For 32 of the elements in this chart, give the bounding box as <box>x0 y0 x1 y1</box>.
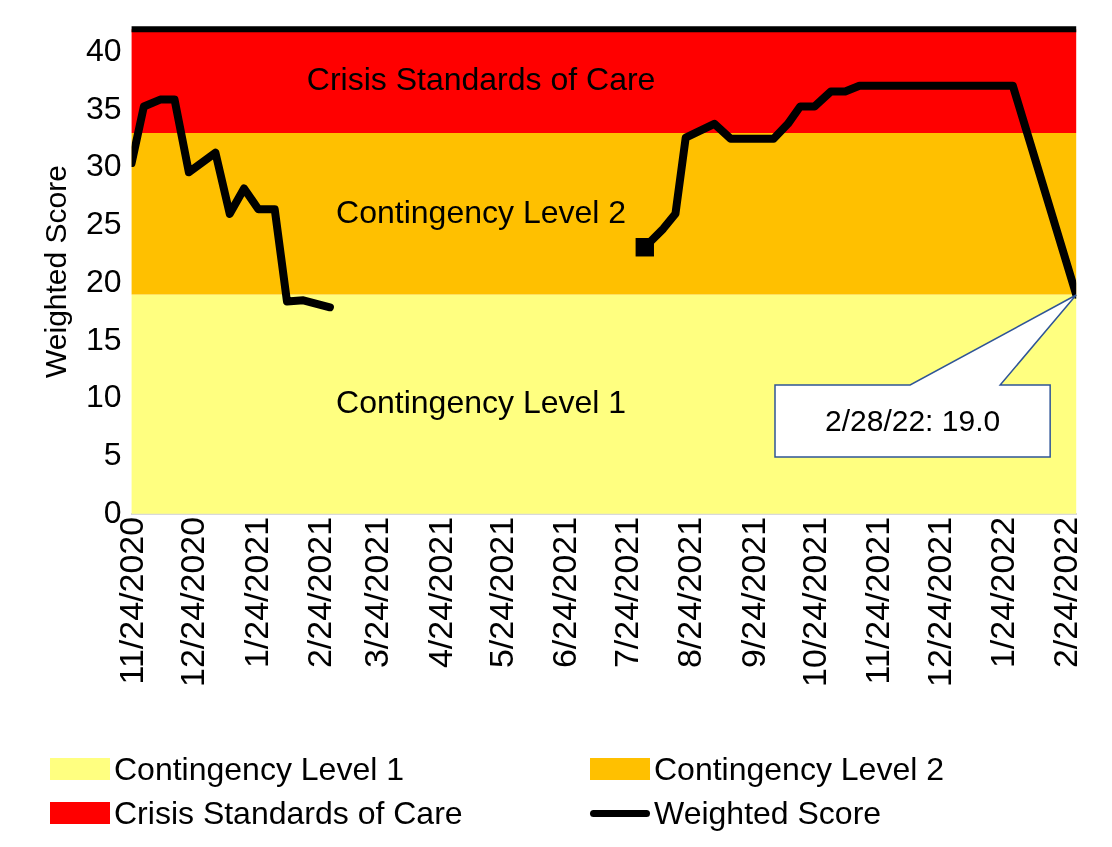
y-tick-label: 40 <box>86 32 122 69</box>
band-label: Crisis Standards of Care <box>306 60 656 97</box>
x-tick-label: 9/24/2021 <box>733 516 772 669</box>
text: Contingency Level 2 <box>654 750 944 787</box>
x-tick-label: 3/24/2021 <box>357 516 396 669</box>
y-tick-label: 5 <box>103 435 122 472</box>
x-tick-label: 1/24/2021 <box>236 516 275 669</box>
y-axis-title: Weighted Score <box>39 165 73 378</box>
x-tick-label: 6/24/2021 <box>545 516 584 669</box>
legend-label: Weighted Score <box>654 794 882 832</box>
x-tick-label: 7/24/2021 <box>606 516 645 669</box>
text: Contingency Level 1 <box>114 750 404 787</box>
text: Crisis Standards of Care <box>114 794 463 831</box>
x-tick-label: 5/24/2021 <box>482 516 521 669</box>
x-tick-label: 4/24/2021 <box>420 516 459 669</box>
x-tick-label: 2/24/2022 <box>1046 516 1085 669</box>
annotation: 2/28/22: 19.0 <box>824 402 1002 439</box>
y-tick-label: 35 <box>86 89 122 126</box>
band-label: Contingency Level 2 <box>336 193 627 230</box>
y-tick-label: 30 <box>86 147 122 184</box>
y-tick-label: 15 <box>86 320 122 357</box>
y-tick-label: 20 <box>86 262 122 299</box>
y-tick-label: 10 <box>86 378 122 415</box>
x-tick-label: 1/24/2022 <box>983 516 1022 669</box>
y-tick-label: 25 <box>86 205 122 242</box>
x-tick-label: 11/24/2021 <box>858 516 897 685</box>
x-tick-label: 12/24/2020 <box>173 516 212 688</box>
x-tick-label: 10/24/2021 <box>794 516 833 688</box>
x-tick-label: 8/24/2021 <box>670 516 709 669</box>
x-tick-label: 12/24/2021 <box>919 516 958 688</box>
x-tick-label: 2/24/2021 <box>300 516 339 669</box>
band-label: Contingency Level 1 <box>336 384 627 421</box>
